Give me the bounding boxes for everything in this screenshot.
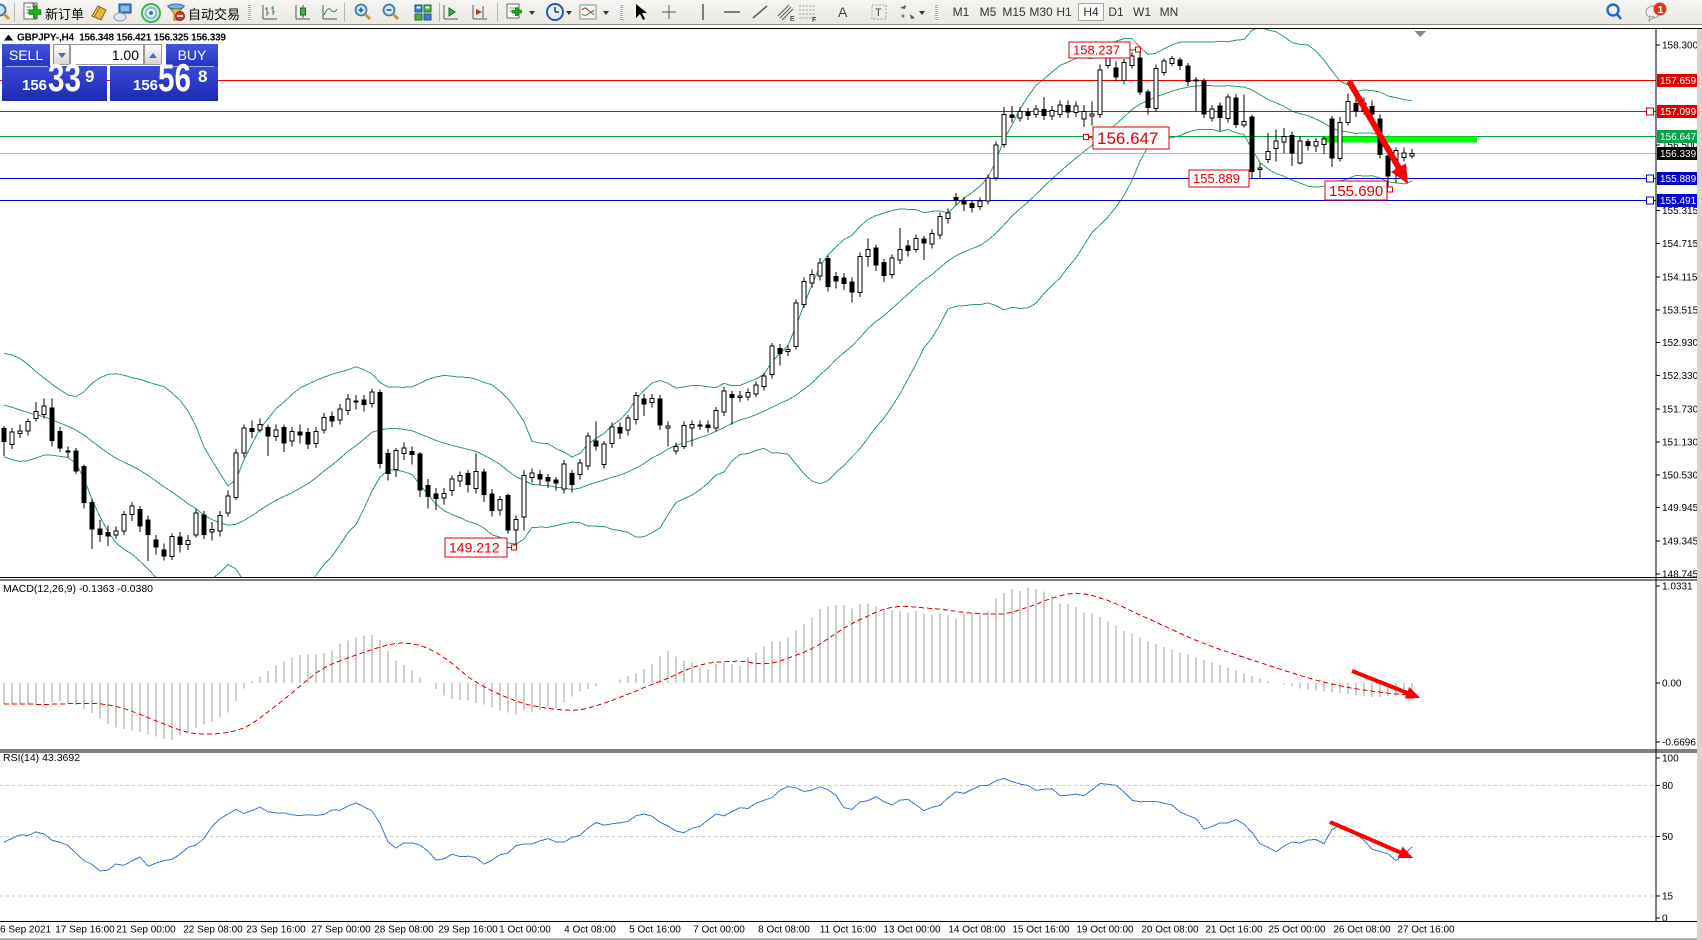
svg-text:50: 50 xyxy=(1662,832,1674,843)
svg-text:1.0331: 1.0331 xyxy=(1662,582,1693,593)
svg-text:156.647: 156.647 xyxy=(1097,129,1158,148)
svg-text:156.339: 156.339 xyxy=(1660,149,1697,160)
svg-text:T: T xyxy=(875,7,882,19)
svg-text:7 Oct 00:00: 7 Oct 00:00 xyxy=(693,925,745,936)
svg-text:6 Sep 2021: 6 Sep 2021 xyxy=(0,925,52,936)
svg-text:149.212: 149.212 xyxy=(449,540,500,556)
svg-text:26 Oct 08:00: 26 Oct 08:00 xyxy=(1333,925,1391,936)
svg-text:19 Oct 00:00: 19 Oct 00:00 xyxy=(1076,925,1134,936)
svg-text:155.690: 155.690 xyxy=(1329,183,1383,200)
svg-text:27 Sep 00:00: 27 Sep 00:00 xyxy=(311,925,371,936)
svg-text:E: E xyxy=(790,16,795,23)
svg-text:1: 1 xyxy=(1658,5,1664,16)
svg-text:155.889: 155.889 xyxy=(1660,174,1697,185)
svg-text:100: 100 xyxy=(1662,754,1679,765)
svg-text:MACD(12,26,9) -0.1363 -0.0380: MACD(12,26,9) -0.1363 -0.0380 xyxy=(3,583,153,595)
svg-text:152.930: 152.930 xyxy=(1662,338,1699,349)
svg-text:15: 15 xyxy=(1662,892,1674,903)
svg-text:0.00: 0.00 xyxy=(1662,679,1682,690)
svg-text:154.115: 154.115 xyxy=(1662,272,1698,283)
svg-text:1 Oct 00:00: 1 Oct 00:00 xyxy=(499,925,551,936)
svg-text:152.330: 152.330 xyxy=(1662,371,1699,382)
svg-text:GBPJPY-,H4 156.348 156.421 15: GBPJPY-,H4 156.348 156.421 156.325 156.3… xyxy=(17,33,226,44)
svg-text:21 Oct 16:00: 21 Oct 16:00 xyxy=(1205,925,1263,936)
svg-text:A: A xyxy=(838,4,848,20)
svg-text:27 Oct 16:00: 27 Oct 16:00 xyxy=(1397,925,1455,936)
svg-text:157.659: 157.659 xyxy=(1660,76,1697,87)
svg-text:14 Oct 08:00: 14 Oct 08:00 xyxy=(948,925,1006,936)
svg-text:154.715: 154.715 xyxy=(1662,239,1699,250)
svg-text:13 Oct 00:00: 13 Oct 00:00 xyxy=(883,925,941,936)
svg-text:80: 80 xyxy=(1662,781,1674,792)
svg-text:155.491: 155.491 xyxy=(1660,196,1697,207)
svg-text:8 Oct 08:00: 8 Oct 08:00 xyxy=(758,925,810,936)
svg-text:23 Sep 16:00: 23 Sep 16:00 xyxy=(246,925,306,936)
svg-text:158.300: 158.300 xyxy=(1662,41,1699,52)
svg-text:151.130: 151.130 xyxy=(1662,438,1699,449)
svg-text:149.345: 149.345 xyxy=(1662,536,1699,547)
svg-text:4 Oct 08:00: 4 Oct 08:00 xyxy=(564,925,616,936)
svg-text:28 Sep 08:00: 28 Sep 08:00 xyxy=(374,925,434,936)
svg-text:20 Oct 08:00: 20 Oct 08:00 xyxy=(1141,925,1199,936)
svg-text:29 Sep 16:00: 29 Sep 16:00 xyxy=(438,925,498,936)
svg-text:156.500: 156.500 xyxy=(1662,140,1699,151)
svg-text:157.099: 157.099 xyxy=(1660,107,1697,118)
svg-text:151.730: 151.730 xyxy=(1662,404,1699,415)
svg-text:158.237: 158.237 xyxy=(1073,43,1120,58)
svg-text:155.889: 155.889 xyxy=(1193,171,1240,186)
svg-text:153.515: 153.515 xyxy=(1662,306,1699,317)
svg-text:155.315: 155.315 xyxy=(1662,206,1699,217)
svg-text:148.745: 148.745 xyxy=(1662,570,1699,581)
svg-text:-0.6696: -0.6696 xyxy=(1662,738,1696,749)
svg-text:149.945: 149.945 xyxy=(1662,503,1699,514)
svg-text:0: 0 xyxy=(1662,914,1668,925)
svg-text:15 Oct 16:00: 15 Oct 16:00 xyxy=(1012,925,1070,936)
svg-text:RSI(14) 43.3692: RSI(14) 43.3692 xyxy=(3,752,80,764)
svg-text:22 Sep 08:00: 22 Sep 08:00 xyxy=(183,925,243,936)
svg-text:5 Oct 16:00: 5 Oct 16:00 xyxy=(629,925,681,936)
svg-text:11 Oct 16:00: 11 Oct 16:00 xyxy=(820,925,877,936)
svg-text:21 Sep 00:00: 21 Sep 00:00 xyxy=(116,925,176,936)
svg-text:17 Sep 16:00: 17 Sep 16:00 xyxy=(55,925,115,936)
svg-text:150.530: 150.530 xyxy=(1662,471,1699,482)
svg-text:156.647: 156.647 xyxy=(1660,132,1697,143)
svg-text:F: F xyxy=(812,17,816,24)
svg-text:25 Oct 00:00: 25 Oct 00:00 xyxy=(1268,925,1326,936)
